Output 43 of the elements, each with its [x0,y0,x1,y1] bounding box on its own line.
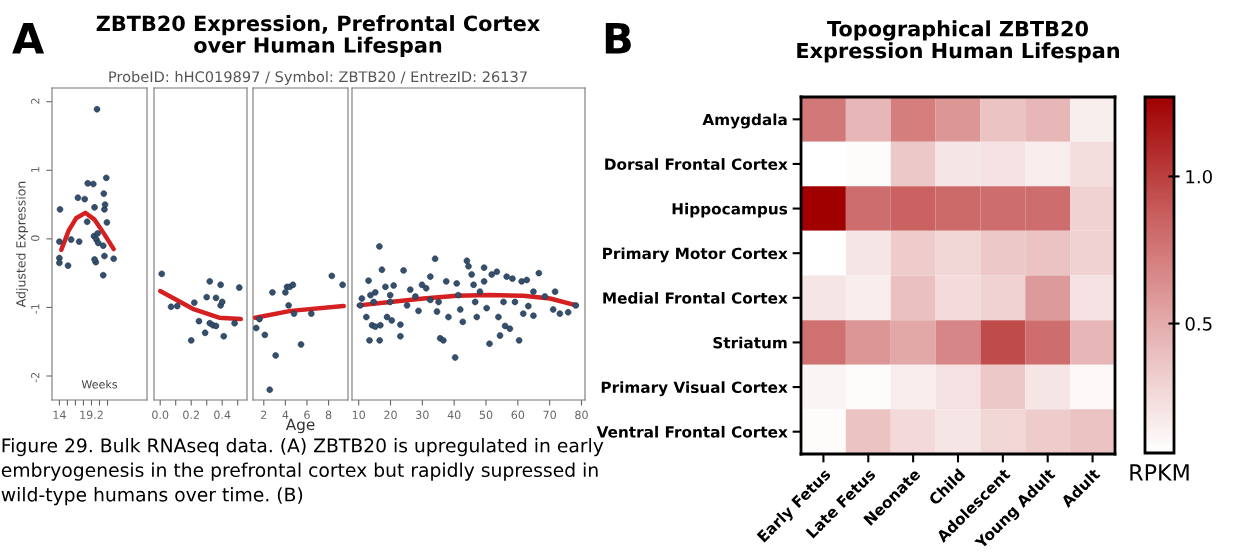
y-tick-label: Striatum [713,336,787,349]
x-tick-label: 0.0 [152,410,169,420]
y-tick-label: Hippocampus [672,202,788,218]
x-tick-label: 70 [543,410,556,420]
color-bar-title: RPKM [1130,464,1189,481]
text: B [605,23,631,54]
y-tick-label: -1 [31,304,40,314]
y-tick-label: Medial Frontal Cortex [603,292,788,304]
y-tick-label: 2 [31,98,40,104]
y-tick-label: 0 [31,235,40,241]
annotation: Weeks [81,379,118,389]
x-tick-label: 4 [282,410,289,419]
x-tick-label: 40 [447,410,461,420]
x-tick-label: 19.2 [80,410,103,420]
color-bar-label: 1.0 [1186,169,1212,184]
y-tick-label: Primary Visual Cortex [601,381,788,397]
y-axis-title: Adjusted Expression [15,181,29,308]
x-tick-label: 10 [352,410,366,420]
x-tick-label: 30 [416,410,429,420]
text: ZBTB20 Expression, Prefrontal Cortex over Human Lifespan [96,15,540,57]
y-tick-label: Dorsal Frontal Cortex [605,158,788,170]
x-tick-label: 0.2 [183,410,199,420]
x-axis-title: Age [285,418,315,434]
caption: Figure 29. Bulk RNAseq data. (A) ZBTB20 is upregulated in early embryogenesis in the prefrontal cortex but rapidly supressed in wild-type humans over time. (B) [1,438,604,506]
x-tick-label: 60 [511,410,525,420]
text: A [12,23,45,54]
color-bar-label: 0.5 [1185,317,1212,331]
x-tick-label: 14 [53,410,66,419]
line-series [59,210,116,253]
y-tick-label: Ventral Frontal Cortex [596,425,788,438]
x-tick-label: 2 [261,410,267,419]
x-tick-label: 6 [304,410,310,420]
y-tick-label: -2 [31,372,40,383]
y-tick-label: Primary Motor Cortex [603,247,788,263]
x-tick-label: 8 [325,410,332,420]
x-tick-label: 50 [479,410,493,420]
chart-title: Topographical ZBTB20 Expression Human Lifespan [797,20,1119,63]
x-tick-label: 0.4 [214,410,231,420]
x-tick-label: 80 [575,410,588,420]
x-tick-label: 20 [384,410,397,420]
y-tick-label: Amygdala [702,113,787,129]
text: ProbeID: hHC019897 / Symbol: ZBTB20 / EntrezID: 26137 [109,70,527,86]
y-tick-label: 1 [31,167,40,172]
